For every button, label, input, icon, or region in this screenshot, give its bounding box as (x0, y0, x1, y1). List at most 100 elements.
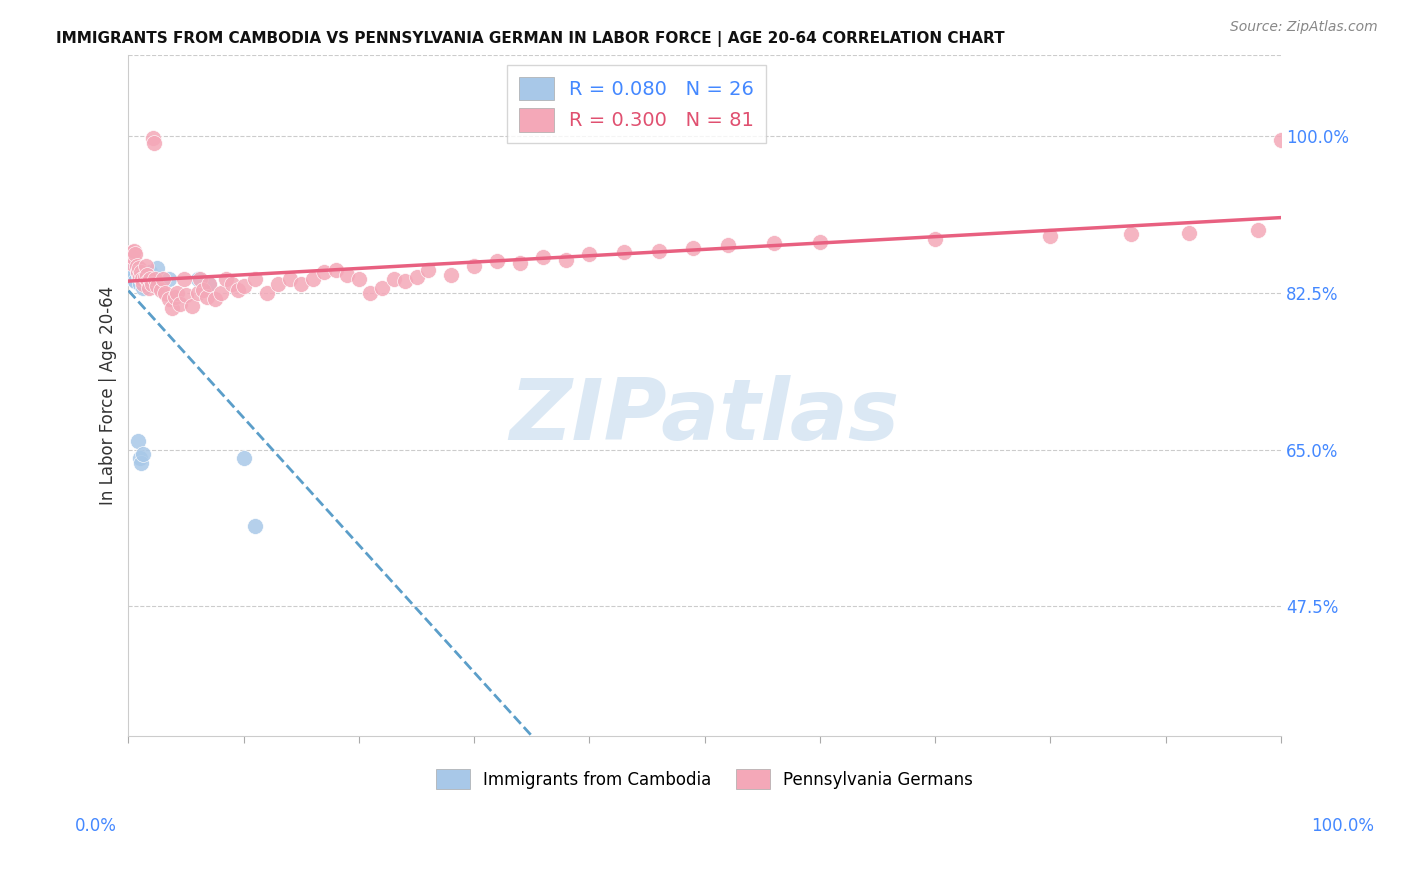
Point (127, 265, 149, 279)
Point (808, 235, 831, 249)
Point (555, 252, 578, 267)
Point (132, 447, 155, 461)
Text: 100.0%: 100.0% (1312, 817, 1374, 835)
Point (155, 285, 177, 300)
Point (1177, 226, 1199, 240)
Point (394, 274, 416, 288)
Point (122, 272, 145, 286)
Point (215, 272, 238, 286)
Point (136, 274, 159, 288)
Point (127, 434, 149, 448)
Point (124, 274, 146, 288)
Point (131, 268, 153, 282)
Point (122, 268, 145, 282)
Point (302, 272, 325, 286)
Point (717, 238, 740, 252)
Point (256, 285, 278, 300)
Point (125, 261, 148, 276)
Point (924, 232, 946, 246)
Text: IMMIGRANTS FROM CAMBODIA VS PENNSYLVANIA GERMAN IN LABOR FORCE | AGE 20-64 CORRE: IMMIGRANTS FROM CAMBODIA VS PENNSYLVANIA… (56, 31, 1005, 47)
Point (578, 247, 600, 261)
Point (647, 244, 669, 258)
Point (135, 272, 157, 286)
Point (347, 272, 370, 286)
Text: ZIPatlas: ZIPatlas (509, 375, 900, 458)
Point (1121, 227, 1143, 242)
Point (122, 250, 145, 264)
Point (174, 288, 197, 302)
Point (198, 277, 221, 291)
Point (131, 272, 153, 286)
Point (416, 263, 439, 277)
Point (128, 270, 150, 285)
Point (128, 261, 150, 276)
Point (314, 265, 336, 279)
Point (152, 272, 174, 286)
Point (139, 272, 162, 286)
Point (139, 265, 162, 279)
Point (124, 247, 146, 261)
Point (142, 272, 165, 286)
Point (278, 272, 301, 286)
Point (132, 277, 155, 291)
Point (531, 250, 554, 264)
Point (125, 259, 148, 273)
Point (267, 277, 290, 291)
Point (146, 279, 169, 293)
Point (1247, 223, 1270, 237)
Point (157, 292, 180, 306)
Point (134, 270, 156, 285)
Point (762, 236, 785, 251)
Point (121, 263, 143, 277)
Point (180, 299, 202, 313)
Point (245, 272, 267, 286)
Point (405, 270, 427, 285)
Point (127, 265, 149, 279)
Point (129, 272, 152, 286)
Point (371, 281, 394, 295)
Point (141, 277, 163, 291)
Point (232, 451, 254, 466)
Point (198, 277, 221, 291)
Point (142, 136, 165, 150)
Point (129, 270, 152, 285)
Point (143, 272, 166, 286)
Point (136, 274, 159, 288)
Point (360, 285, 382, 300)
Point (132, 281, 155, 295)
Point (325, 263, 347, 277)
Text: Source: ZipAtlas.com: Source: ZipAtlas.com (1230, 20, 1378, 34)
Point (149, 283, 172, 297)
Point (187, 272, 209, 286)
Y-axis label: In Labor Force | Age 20-64: In Labor Force | Age 20-64 (100, 286, 117, 505)
Point (120, 256, 142, 270)
Point (129, 277, 152, 291)
Point (166, 285, 188, 300)
Point (232, 279, 254, 293)
Point (245, 518, 267, 533)
Point (135, 259, 157, 273)
Point (163, 290, 186, 304)
Point (209, 285, 232, 300)
Point (129, 265, 152, 279)
Point (146, 261, 169, 276)
Point (169, 297, 191, 311)
Point (382, 272, 405, 286)
Point (157, 272, 180, 286)
Point (682, 241, 704, 255)
Point (226, 283, 249, 297)
Point (162, 301, 184, 315)
Point (509, 256, 531, 270)
Point (195, 290, 218, 304)
Legend: Immigrants from Cambodia, Pennsylvania Germans: Immigrants from Cambodia, Pennsylvania G… (430, 763, 980, 797)
Point (463, 259, 485, 273)
Point (129, 456, 152, 470)
Point (142, 130, 165, 145)
Point (486, 254, 509, 268)
Point (129, 451, 152, 466)
Point (221, 277, 243, 291)
Point (204, 292, 226, 306)
Point (193, 283, 215, 297)
Text: 0.0%: 0.0% (75, 817, 117, 835)
Point (613, 245, 636, 260)
